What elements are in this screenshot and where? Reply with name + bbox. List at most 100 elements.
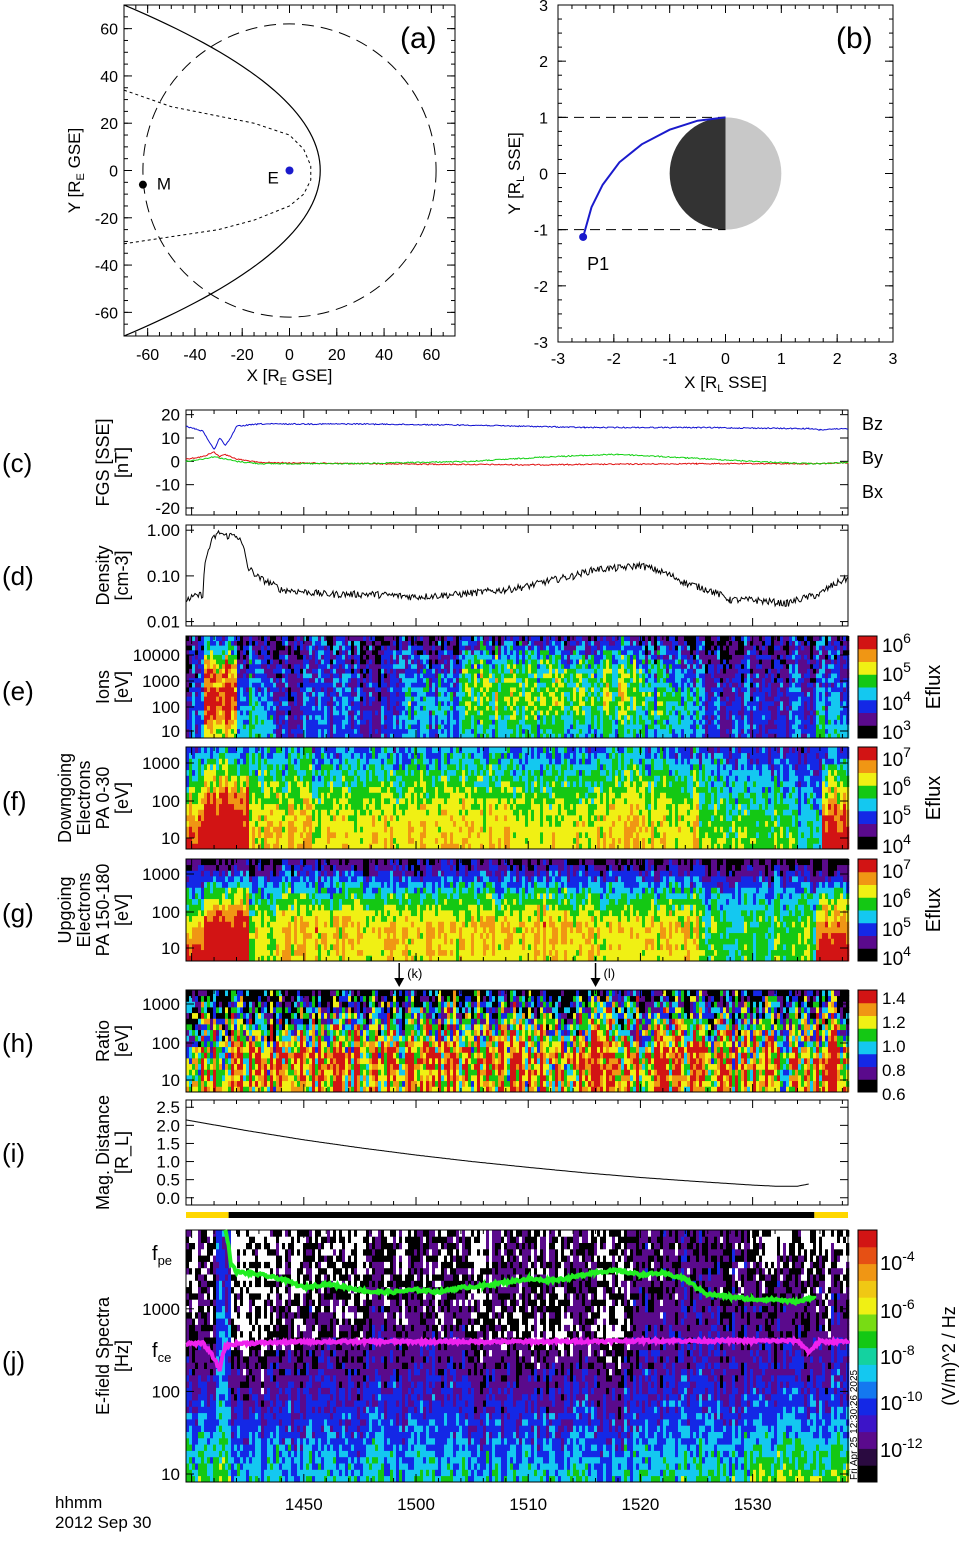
spectrogram-cell [222, 696, 225, 701]
spectrogram-cell [519, 692, 522, 697]
spectrogram-cell [486, 659, 489, 664]
spectrogram-cell [246, 687, 249, 692]
spectrogram-cell [399, 692, 402, 697]
spectrogram-cell [327, 659, 330, 664]
spectrogram-cell [591, 678, 594, 683]
spectrogram-cell [558, 650, 561, 655]
spectrogram-cell [309, 673, 312, 678]
spectrogram-cell [312, 724, 315, 729]
spectrogram-cell [300, 706, 303, 711]
spectrogram-cell [507, 724, 510, 729]
spectrogram-cell [243, 715, 246, 720]
spectrogram-cell [405, 673, 408, 678]
spectrogram-cell [339, 659, 342, 664]
spectrogram-cell [588, 645, 591, 650]
spectrogram-cell [462, 701, 465, 706]
spectrogram-cell [408, 720, 411, 725]
spectrogram-cell [453, 659, 456, 664]
spectrogram-cell [594, 641, 597, 646]
spectrogram-cell [477, 715, 480, 720]
spectrogram-cell [606, 696, 609, 701]
spectrogram-cell [621, 645, 624, 650]
spectrogram-cell [465, 655, 468, 660]
spectrogram-cell [423, 710, 426, 715]
spectrogram-cell [579, 687, 582, 692]
spectrogram-cell [468, 687, 471, 692]
spectrogram-cell [369, 701, 372, 706]
spectrogram-cell [225, 706, 228, 711]
spectrogram-cell [261, 641, 264, 646]
spectrogram-cell [465, 678, 468, 683]
spectrogram-cell [300, 641, 303, 646]
spectrogram-cell [495, 678, 498, 683]
spectrogram-cell [492, 655, 495, 660]
spectrogram-cell [204, 655, 207, 660]
spectrogram-cell [273, 678, 276, 683]
spectrogram-cell [525, 673, 528, 678]
spectrogram-cell [189, 710, 192, 715]
spectrogram-cell [255, 664, 258, 669]
spectrogram-cell [504, 645, 507, 650]
spectrogram-cell [348, 687, 351, 692]
y-tick-label: 20 [100, 116, 118, 133]
spectrogram-cell [291, 720, 294, 725]
spectrogram-cell [546, 706, 549, 711]
spectrogram-cell [189, 682, 192, 687]
spectrogram-cell [639, 696, 642, 701]
spectrogram-cell [384, 715, 387, 720]
spectrogram-cell [597, 669, 600, 674]
spectrogram-cell [549, 724, 552, 729]
spectrogram-cell [426, 673, 429, 678]
spectrogram-cell [618, 696, 621, 701]
spectrogram-cell [282, 650, 285, 655]
spectrogram-cell [276, 706, 279, 711]
spectrogram-cell [483, 724, 486, 729]
spectrogram-cell [405, 636, 408, 641]
spectrogram-cell [276, 673, 279, 678]
spectrogram-cell [333, 655, 336, 660]
spectrogram-cell [225, 669, 228, 674]
spectrogram-cell [357, 650, 360, 655]
spectrogram-cell [486, 715, 489, 720]
spectrogram-cell [195, 706, 198, 711]
spectrogram-cell [444, 664, 447, 669]
spectrogram-cell [342, 729, 345, 734]
spectrogram-cell [441, 682, 444, 687]
spectrogram-cell [285, 650, 288, 655]
spectrogram-cell [237, 687, 240, 692]
spectrogram-cell [240, 650, 243, 655]
spectrogram-cell [318, 682, 321, 687]
spectrogram-cell [393, 682, 396, 687]
spectrogram-cell [324, 710, 327, 715]
spectrogram-cell [195, 673, 198, 678]
spectrogram-cell [234, 682, 237, 687]
spectrogram-cell [303, 724, 306, 729]
spectrogram-cell [228, 729, 231, 734]
spectrogram-cell [294, 682, 297, 687]
spectrogram-cell [390, 724, 393, 729]
spectrogram-cell [468, 673, 471, 678]
spectrogram-cell [360, 655, 363, 660]
spectrogram-cell [615, 720, 618, 725]
spectrogram-cell [351, 636, 354, 641]
spectrogram-cell [240, 715, 243, 720]
spectrogram-cell [204, 715, 207, 720]
spectrogram-cell [267, 645, 270, 650]
spectrogram-cell [285, 724, 288, 729]
spectrogram-cell [495, 715, 498, 720]
spectrogram-cell [312, 678, 315, 683]
spectrogram-cell [318, 655, 321, 660]
spectrogram-cell [408, 673, 411, 678]
spectrogram-cell [576, 720, 579, 725]
spectrogram-cell [408, 669, 411, 674]
spectrogram-cell [255, 645, 258, 650]
spectrogram-cell [270, 696, 273, 701]
spectrogram-cell [351, 682, 354, 687]
spectrogram-cell [639, 645, 642, 650]
spectrogram-cell [291, 659, 294, 664]
spectrogram-cell [630, 696, 633, 701]
spectrogram-cell [315, 724, 318, 729]
spectrogram-cell [342, 687, 345, 692]
spectrogram-cell [306, 650, 309, 655]
spectrogram-cell [396, 696, 399, 701]
